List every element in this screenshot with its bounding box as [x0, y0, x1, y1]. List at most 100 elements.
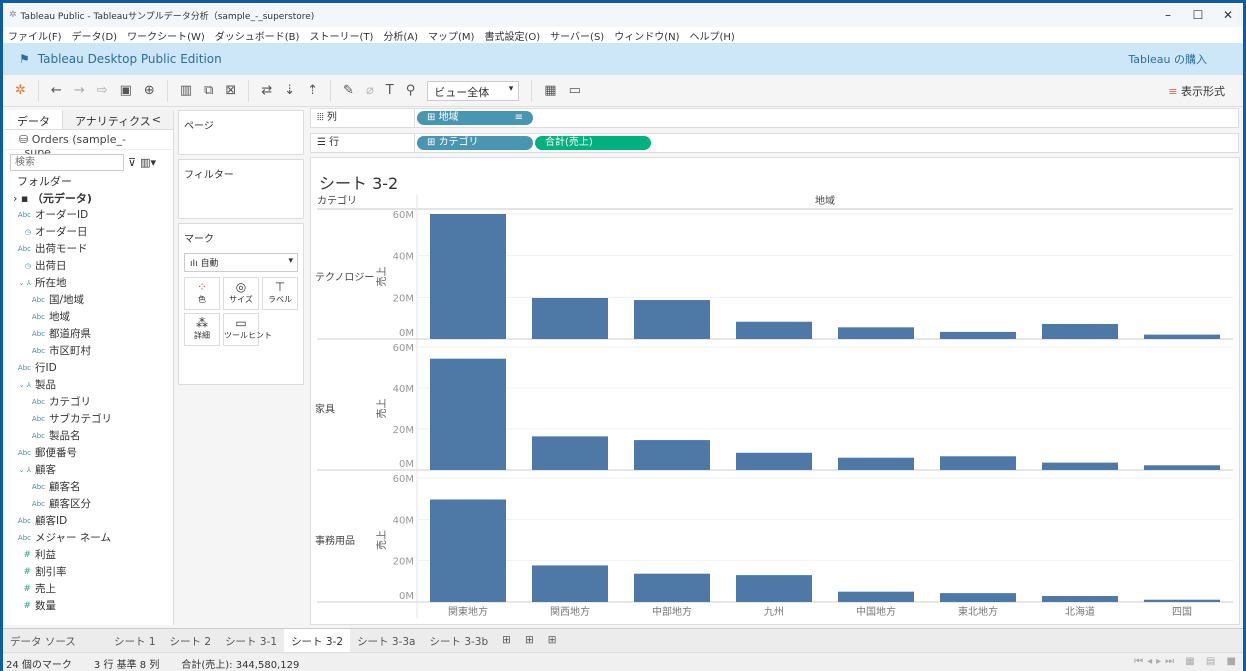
region-pill[interactable]: ⊞ 地域 ≡: [417, 111, 533, 125]
pages-card[interactable]: ページ: [178, 110, 304, 155]
pin-icon[interactable]: ⚲: [405, 83, 416, 98]
field-item[interactable]: Abc 地域: [5, 309, 173, 326]
new-story-tab-icon[interactable]: ⊞: [547, 634, 557, 646]
buy-tableau-link[interactable]: Tableau の購入: [1128, 53, 1207, 66]
bar[interactable]: [430, 214, 506, 339]
field-item[interactable]: Abc 行ID: [5, 360, 173, 377]
undo-icon[interactable]: ←: [50, 83, 62, 98]
sheet-tab[interactable]: シート 3-1: [225, 636, 278, 648]
bar[interactable]: [736, 575, 812, 602]
data-source-item[interactable]: ⛁ Orders (sample_-_supe…: [5, 130, 173, 159]
bar[interactable]: [940, 593, 1016, 602]
group-icon[interactable]: ⌀: [365, 83, 374, 98]
field-item[interactable]: Abc 製品名: [5, 428, 173, 445]
filters-card[interactable]: フィルター: [178, 159, 304, 219]
bar[interactable]: [940, 456, 1016, 470]
detail-button[interactable]: ⁂ 詳細: [184, 313, 220, 346]
tab-data-source[interactable]: データ ソース: [10, 636, 76, 648]
field-item[interactable]: Abc メジャー ネーム: [5, 530, 173, 547]
bar[interactable]: [838, 457, 914, 470]
bar[interactable]: [430, 358, 506, 470]
field-item[interactable]: Abc 出荷モード: [5, 241, 173, 258]
field-item[interactable]: Abc オーダーID: [5, 207, 173, 224]
field-item[interactable]: Abc 顧客名: [5, 479, 173, 496]
bar[interactable]: [1144, 465, 1220, 470]
field-item[interactable]: Abc カテゴリ: [5, 394, 173, 411]
show-cards-icon[interactable]: ▦: [544, 83, 557, 98]
label-button[interactable]: ⊤ ラベル: [262, 277, 298, 310]
root-folder[interactable]: › ▪ （元データ): [5, 190, 173, 207]
menu-item[interactable]: ウィンドウ(N): [614, 31, 680, 43]
menu-item[interactable]: サーバー(S): [550, 31, 605, 43]
maximize-button[interactable]: ☐: [1192, 8, 1204, 22]
bar[interactable]: [1042, 596, 1118, 602]
menu-item[interactable]: ファイル(F): [8, 31, 62, 43]
sheet-tab[interactable]: シート 3-2: [284, 629, 351, 652]
menu-item[interactable]: ダッシュボード(B): [214, 31, 300, 43]
tab-data[interactable]: データ: [5, 110, 63, 129]
menu-item[interactable]: マップ(M): [428, 31, 475, 43]
bar[interactable]: [634, 573, 710, 602]
tab-analytics[interactable]: アナリティクス <: [63, 110, 173, 129]
size-button[interactable]: ◎ サイズ: [223, 277, 259, 310]
filter-icon[interactable]: ⊽: [128, 156, 137, 169]
menu-item[interactable]: データ(D): [71, 31, 118, 43]
minimize-button[interactable]: –: [1165, 8, 1171, 22]
category-pill[interactable]: ⊞ カテゴリ: [417, 136, 533, 150]
duplicate-icon[interactable]: ⧉: [204, 83, 214, 98]
sheet-tab[interactable]: シート 2: [169, 636, 212, 648]
bar[interactable]: [634, 300, 710, 339]
redo-icon[interactable]: →: [73, 83, 85, 98]
bar[interactable]: [532, 565, 608, 602]
tooltip-button[interactable]: ▭ ツールヒント: [223, 313, 272, 346]
new-datasource-icon[interactable]: ⊕: [143, 83, 155, 98]
collapse-pane-button[interactable]: <: [151, 113, 161, 126]
bar[interactable]: [1144, 599, 1220, 602]
color-button[interactable]: ⁘ 色: [184, 277, 220, 310]
menu-item[interactable]: 書式設定(O): [484, 31, 541, 43]
menu-item[interactable]: 分析(A): [383, 31, 419, 43]
show-me-button[interactable]: ≡ 表示形式: [1168, 83, 1225, 99]
save-icon[interactable]: ▣: [119, 83, 132, 98]
field-item[interactable]: # 数量: [5, 598, 173, 615]
bar[interactable]: [430, 499, 506, 602]
sheet-nav-icons[interactable]: ⏮◂▸⏭ ▦ ▤ ■: [1134, 656, 1240, 667]
bar[interactable]: [1042, 462, 1118, 470]
bar[interactable]: [736, 321, 812, 339]
presentation-icon[interactable]: ▭: [568, 83, 581, 98]
view-fit-select[interactable]: ビュー全体: [427, 80, 520, 101]
sheet-tab[interactable]: シート 3-3a: [357, 636, 416, 648]
bar[interactable]: [634, 440, 710, 470]
bar[interactable]: [532, 436, 608, 470]
highlight-icon[interactable]: ✎: [343, 83, 354, 98]
new-worksheet-tab-icon[interactable]: ⊞: [502, 634, 511, 646]
field-search-input[interactable]: [10, 154, 124, 171]
menu-item[interactable]: ストーリー(T): [309, 31, 374, 43]
field-item[interactable]: ⌄ ⅄ 顧客: [5, 462, 173, 479]
swap-icon[interactable]: ⇄: [261, 83, 273, 98]
mark-type-select[interactable]: ıIı 自動 ▾: [184, 253, 298, 272]
bar[interactable]: [1042, 324, 1118, 339]
field-item[interactable]: Abc 郵便番号: [5, 445, 173, 462]
field-item[interactable]: # 売上: [5, 581, 173, 598]
field-item[interactable]: # 割引率: [5, 564, 173, 581]
field-item[interactable]: ◷ オーダー日: [5, 224, 173, 241]
tableau-logo-icon[interactable]: ✲: [15, 83, 26, 98]
clear-sheet-icon[interactable]: ⊠: [225, 83, 237, 98]
rows-shelf[interactable]: ☰ 行 ⊞ カテゴリ 合計(売上): [310, 133, 1239, 153]
show-labels-icon[interactable]: T: [385, 83, 394, 98]
new-worksheet-icon[interactable]: ▥: [179, 83, 193, 98]
field-item[interactable]: Abc 市区町村: [5, 343, 173, 360]
field-item[interactable]: ◷ 出荷日: [5, 258, 173, 275]
columns-shelf[interactable]: ⦙⦙⦙ 列 ⊞ 地域 ≡: [310, 108, 1239, 128]
bar[interactable]: [532, 297, 608, 339]
replay-icon[interactable]: ⇨: [96, 83, 108, 98]
field-item[interactable]: ⌄ ⅄ 製品: [5, 377, 173, 394]
bar[interactable]: [838, 327, 914, 339]
field-item[interactable]: Abc 国/地域: [5, 292, 173, 309]
bar[interactable]: [838, 591, 914, 602]
bar[interactable]: [736, 452, 812, 470]
sheet-tab[interactable]: シート 1: [114, 636, 156, 648]
field-item[interactable]: # 利益: [5, 547, 173, 564]
sort-asc-icon[interactable]: ⇣: [284, 83, 296, 98]
